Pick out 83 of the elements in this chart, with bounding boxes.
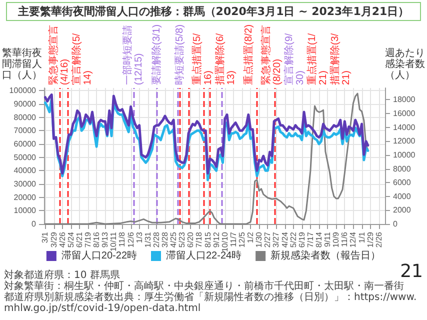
x-tick-label: 9/11	[323, 231, 332, 247]
x-tick-label: 12/5	[238, 231, 246, 248]
y2-tick-label: 6000	[393, 178, 412, 188]
y2-tick-label: 12000	[393, 136, 416, 146]
line-series	[44, 92, 369, 225]
text: 21	[400, 261, 423, 282]
y-tick-label: 90000	[14, 100, 37, 108]
x-tick-label: 1/2	[246, 231, 256, 244]
x-tick-label: 12/4	[348, 231, 358, 248]
x-tick-label: 8/15	[203, 231, 212, 248]
x-tick-label: 11/8	[118, 231, 127, 247]
x-tick-label: 5/22	[288, 231, 298, 248]
ref-line-label: 一部時短要請(12/15)	[122, 25, 145, 85]
ref-line-label: 重点措置(5/16)	[190, 33, 214, 85]
ref-line-label: 緊急事態宣言(4/16)	[47, 25, 70, 85]
legend-label: 滞留人口20-22時	[61, 250, 137, 262]
text: 対象繁華街：桐生駅・仲町・高崎駅・中央銀座通り・前橋市千代田町・太田駅・南一番街	[4, 281, 405, 292]
x-tick-label: 11/6	[340, 231, 350, 247]
x-tick-label: 5/23	[178, 231, 187, 248]
y2-tick-label: 16000	[393, 109, 416, 118]
x-tick-label: 4/26	[58, 231, 67, 248]
y-axis-title: 繁華街夜間滞留人口（人）	[2, 47, 42, 81]
x-tick-label: 1/3	[134, 231, 144, 244]
x-tick-label: 6/21	[74, 231, 84, 248]
x-tick-label: 7/18	[194, 231, 204, 248]
y-tick-label: 40000	[14, 166, 37, 176]
x-tick-label: 4/24	[280, 231, 290, 248]
ref-line-label: 重点措置(8/2)	[242, 24, 254, 85]
y-tick-label: 70000	[14, 126, 37, 136]
x-tick-label: 2/27	[263, 231, 272, 248]
x-tick-label: 10/9	[332, 231, 341, 248]
y2-tick-label: 10000	[393, 150, 416, 160]
y-tick-label: 50000	[14, 152, 37, 162]
x-tick-label: 6/20	[186, 231, 196, 248]
y2-tick-label: 2000	[393, 206, 412, 215]
y-tick-label: 0	[32, 220, 37, 228]
ref-line-label: 宣言解除(5/14)	[70, 33, 94, 85]
x-tick-label: 9/12	[212, 231, 221, 248]
ref-line-label: 要請解除(3/1)	[150, 24, 162, 85]
y-tick-label: 80000	[14, 112, 37, 122]
x-tick-label: 11/7	[228, 231, 238, 247]
x-tick-label: 3/27	[272, 231, 281, 248]
x-tick-label: 5/24	[66, 231, 76, 248]
ref-line-label: 重点措置(1/21)	[306, 33, 329, 85]
y2-axis-title: 週あたり感染者数（人）	[385, 48, 425, 81]
ref-line-label: 措置解除(3/21)	[328, 33, 352, 85]
y-tick-label: 10000	[14, 206, 37, 216]
y2-tick-label: 4000	[393, 192, 412, 201]
ref-line-label: 時短要請(5/8)	[173, 24, 186, 85]
y-tick-label: 100000	[9, 86, 37, 96]
y2-tick-label: 18000	[393, 95, 416, 104]
y2-tick-label: 14000	[393, 122, 416, 132]
ref-line-label: 緊急事態宣言(8/20)	[260, 25, 283, 85]
x-tick-label: 3/29	[49, 231, 58, 248]
x-tick-label: 7/17	[306, 231, 315, 248]
x-tick-label: 12/6	[126, 231, 136, 248]
y2-tick-label: 0	[393, 220, 398, 228]
ref-line-label: 措置解除(6/13)	[214, 33, 237, 85]
y-tick-label: 20000	[14, 192, 37, 202]
x-tick-label: 2/26	[374, 231, 384, 248]
x-tick-label: 3/28	[160, 231, 170, 248]
y-tick-label: 60000	[14, 140, 37, 148]
x-tick-label: 6/19	[297, 231, 306, 248]
y-tick-label: 30000	[14, 180, 37, 188]
x-tick-label: 8/14	[314, 231, 324, 248]
x-tick-label: 2/28	[152, 231, 161, 248]
x-tick-label: 1/31	[143, 231, 152, 248]
x-tick-label: 8/16	[92, 231, 102, 248]
x-tick-label: 10/10	[220, 231, 230, 252]
legend-label: 新規感染者数（報告日）	[270, 250, 381, 262]
x-tick-label: 1/30	[254, 231, 264, 248]
x-tick-label: 3/1	[40, 231, 50, 244]
x-tick-label: 10/11	[109, 231, 118, 252]
x-tick-label: 1/29	[366, 231, 375, 248]
text: 都道府県別新規感染者数出典：厚生労働省「新規陽性者数の推移（日別）」：https://www.mhlw.go.jp/stf/covid-19/open-data.html	[4, 292, 418, 314]
chart-title: 主要繁華街夜間滞留人口の推移：群馬（2020年3月1日 ~ 2023年1月21日）	[6, 2, 421, 21]
x-tick-label: 9/13	[100, 231, 110, 248]
x-tick-label: 4/25	[169, 231, 178, 248]
ref-line-label: 宣言解除(9/30)	[282, 33, 306, 85]
text: 対象都道府県：10 群馬県	[4, 270, 120, 281]
y2-tick-label: 8000	[393, 164, 412, 174]
x-tick-label: 7/19	[84, 231, 92, 248]
x-tick-label: 1/1	[357, 231, 366, 244]
